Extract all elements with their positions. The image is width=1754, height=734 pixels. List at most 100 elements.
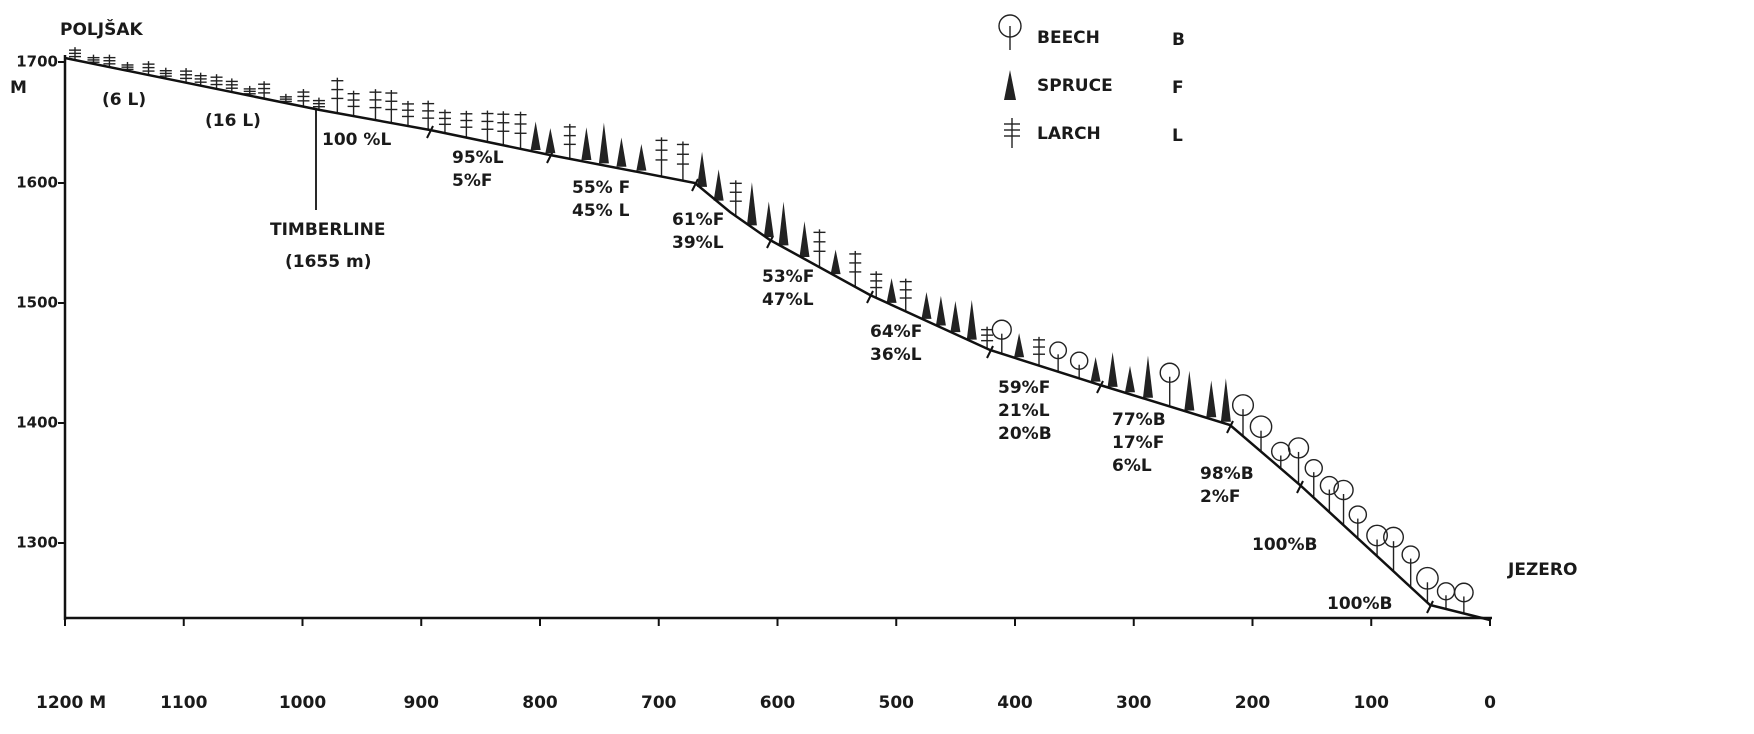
composition-label: 17%F	[1112, 433, 1164, 453]
end-label: JEZERO	[1507, 560, 1577, 580]
beech-tree	[1249, 415, 1273, 452]
x-tick-label: 1100	[160, 693, 207, 713]
y-tick-label: 1300	[16, 534, 58, 552]
beech-tree	[1159, 362, 1180, 407]
larch-tree	[258, 81, 271, 99]
larch-tree	[69, 47, 81, 61]
larch-tree	[159, 67, 172, 79]
larch-tree	[331, 77, 344, 114]
beech-tree	[1304, 458, 1323, 498]
spruce-tree	[713, 169, 724, 201]
legend-spruce-icon	[1004, 70, 1016, 100]
beech-tree	[991, 319, 1012, 354]
beech-tree	[1416, 566, 1439, 603]
spruce-tree	[746, 182, 757, 226]
larch-tree	[460, 110, 473, 138]
spruce-tree	[636, 144, 647, 171]
spruce-tree	[886, 278, 897, 303]
terrain-profile	[64, 56, 1491, 622]
spruce-tree	[1014, 333, 1025, 358]
spruce-tree	[921, 291, 932, 319]
y-tick-label: 1500	[16, 294, 58, 312]
larch-tree	[103, 54, 116, 68]
larch-tree	[180, 68, 193, 83]
timberline-elevation: (1655 m)	[285, 252, 372, 272]
larch-tree	[297, 89, 310, 107]
composition-label: (6 L)	[102, 90, 146, 110]
composition-label: 53%F	[762, 267, 814, 287]
x-tick-label: 0	[1484, 693, 1496, 713]
spruce-tree	[830, 249, 841, 275]
beech-tree	[1383, 526, 1405, 572]
spruce-tree	[1220, 378, 1231, 422]
legend: BEECH B SPRUCE F LARCH L	[998, 14, 1185, 148]
segment-tick	[1096, 380, 1104, 394]
composition-label: 77%B	[1112, 410, 1166, 430]
beech-tree	[1319, 475, 1340, 513]
larch-tree	[899, 278, 912, 312]
y-tick-label: 1600	[16, 174, 58, 192]
legend-code: L	[1172, 126, 1183, 146]
larch-tree	[385, 90, 398, 123]
composition-label: 45% L	[572, 201, 630, 221]
beech-tree	[1287, 437, 1310, 484]
larch-tree	[497, 111, 510, 146]
composition-label: 61%F	[672, 210, 724, 230]
segment-tick	[866, 290, 874, 304]
x-tick-label: 100	[1354, 693, 1390, 713]
beech-tree	[1401, 545, 1420, 588]
composition-label: 47%L	[762, 290, 814, 310]
start-label: POLJŠAK	[60, 18, 143, 40]
beech-tree	[1333, 479, 1354, 526]
spruce-tree	[763, 201, 774, 238]
larch-tree	[194, 72, 207, 86]
spruce-tree	[581, 127, 592, 161]
larch-tree	[655, 137, 668, 177]
composition-label: 2%F	[1200, 487, 1240, 507]
composition-label: 36%L	[870, 345, 922, 365]
timberline-label: TIMBERLINE	[270, 220, 386, 240]
segment-tick	[766, 235, 774, 249]
spruce-tree	[950, 301, 961, 333]
spruce-tree	[1142, 355, 1153, 398]
larch-tree	[870, 271, 883, 298]
segment-tick	[426, 125, 434, 139]
legend-name: SPRUCE	[1037, 76, 1113, 96]
larch-tree	[210, 74, 223, 89]
segment-tick	[1426, 600, 1434, 614]
composition-label: 39%L	[672, 233, 724, 253]
larch-tree	[1033, 336, 1046, 366]
larch-tree	[121, 61, 134, 71]
segment-tick	[691, 178, 699, 192]
larch-tree	[729, 180, 742, 217]
legend-larch-icon	[1004, 118, 1020, 148]
composition-label: 59%F	[998, 378, 1050, 398]
beech-tree	[1366, 524, 1388, 557]
legend-name: BEECH	[1037, 28, 1100, 48]
spruce-tree	[1184, 370, 1195, 411]
x-tick-label: 300	[1116, 693, 1152, 713]
larch-tree	[438, 109, 451, 134]
x-tick-label: 800	[522, 693, 558, 713]
x-tick-label: 700	[641, 693, 677, 713]
legend-code: B	[1172, 30, 1185, 50]
larch-tree	[481, 110, 494, 142]
x-tick-label: 200	[1235, 693, 1271, 713]
larch-tree	[813, 229, 826, 268]
larch-tree	[369, 89, 382, 121]
spruce-tree	[1206, 380, 1217, 418]
y-tick-label: 1400	[16, 414, 58, 432]
x-tick-label: 1200 M	[36, 693, 106, 713]
segment-tick	[986, 345, 994, 359]
trees	[69, 47, 1474, 614]
y-tick-label: 1700	[16, 53, 58, 71]
larch-tree	[981, 326, 994, 349]
legend-code: F	[1172, 78, 1184, 98]
spruce-tree	[598, 122, 609, 164]
larch-tree	[676, 141, 689, 181]
composition-label: 6%L	[1112, 456, 1152, 476]
beech-tree	[1348, 505, 1368, 539]
spruce-tree	[1090, 357, 1101, 382]
larch-tree	[312, 97, 325, 110]
composition-label: 95%L	[452, 148, 504, 168]
